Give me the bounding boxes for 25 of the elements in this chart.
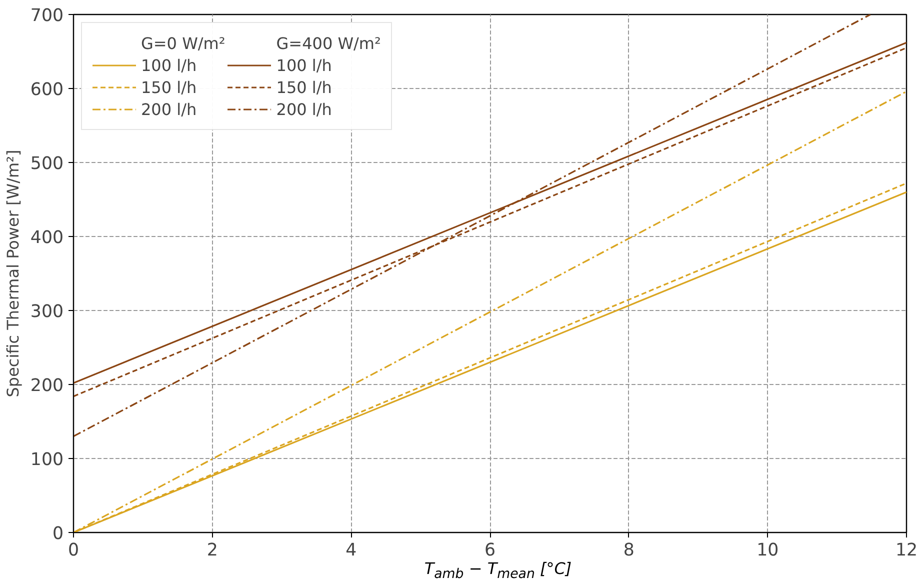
y-tick-label: 0	[52, 524, 64, 544]
y-axis-title: Specific Thermal Power [W/m²]	[3, 150, 22, 398]
legend-label: 100 l/h	[276, 56, 332, 74]
x-tick-label: 4	[346, 540, 357, 560]
x-tick-label: 6	[484, 540, 496, 560]
legend-label: 150 l/h	[141, 78, 197, 96]
legend-label: 200 l/h	[141, 100, 197, 118]
y-tick-label: 200	[30, 376, 64, 396]
x-tick-label: 12	[895, 540, 918, 560]
text: G=400 W/m²	[276, 34, 381, 52]
y-tick-label: 600	[30, 80, 64, 100]
y-tick-label: 300	[30, 302, 64, 322]
x-tick-label: 2	[206, 540, 218, 560]
y-tick-label: 100	[30, 450, 64, 470]
y-tick-label: 700	[30, 6, 64, 26]
x-tick-label: 10	[756, 540, 779, 560]
legend-label: 100 l/h	[141, 56, 197, 74]
legend-label: 150 l/h	[276, 78, 332, 96]
text: G=0 W/m²	[141, 34, 226, 52]
x-tick-label: 0	[68, 540, 80, 560]
x-axis-title: T$_{amb}$ − T$_{mean}$ [°C]	[424, 559, 572, 582]
y-tick-label: 400	[30, 228, 64, 248]
x-tick-label: 8	[623, 540, 634, 560]
legend-label: 200 l/h	[276, 100, 332, 118]
y-tick-label: 500	[30, 154, 64, 174]
